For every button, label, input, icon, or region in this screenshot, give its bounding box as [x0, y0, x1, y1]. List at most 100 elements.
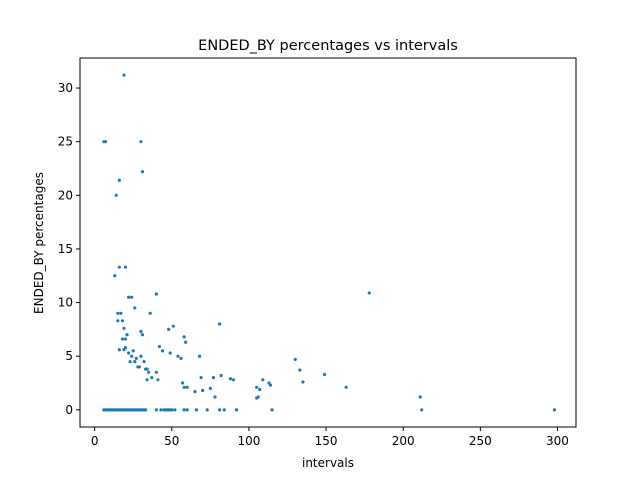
data-point [154, 370, 158, 374]
data-point [199, 376, 203, 380]
data-point [231, 378, 236, 382]
data-point [157, 344, 162, 349]
data-point [182, 385, 186, 389]
data-point [123, 337, 128, 341]
x-tick-label: 150 [315, 434, 338, 448]
data-point [117, 178, 121, 182]
data-point [182, 335, 186, 339]
data-point [133, 359, 137, 364]
data-point [122, 326, 126, 330]
data-point [293, 357, 297, 362]
data-point [261, 378, 265, 382]
y-axis-ticks: 0 5 10 15 20 25 30 [58, 81, 80, 417]
data-point [219, 373, 223, 378]
data-point [154, 408, 158, 412]
x-tick-label: 100 [237, 434, 260, 448]
x-axis-ticks: 0 50 100 150 200 250 300 [91, 427, 569, 448]
data-point [234, 408, 239, 412]
data-point [145, 367, 149, 371]
data-point [140, 170, 145, 174]
data-point [211, 376, 216, 380]
x-tick-label: 200 [392, 434, 415, 448]
data-point [420, 408, 424, 412]
data-point [179, 356, 183, 360]
data-point [145, 378, 149, 382]
data-point [134, 356, 138, 360]
data-point [143, 408, 148, 412]
y-tick-label: 20 [58, 188, 73, 202]
data-point [116, 311, 120, 315]
data-point [122, 348, 126, 352]
data-point [170, 408, 174, 412]
data-point [218, 322, 222, 326]
y-tick-label: 5 [65, 349, 73, 363]
data-point [167, 327, 171, 331]
data-point [185, 408, 189, 412]
y-axis-label: ENDED_BY percentages [32, 172, 46, 314]
data-point [160, 349, 165, 353]
data-point [156, 378, 160, 382]
data-point [176, 354, 180, 358]
y-tick-label: 0 [65, 403, 73, 417]
data-point [322, 372, 327, 377]
data-point [123, 265, 128, 269]
data-point [208, 386, 212, 390]
data-point [201, 388, 205, 393]
data-point [552, 408, 557, 412]
data-point [270, 408, 274, 412]
y-tick-label: 10 [58, 296, 73, 310]
plot-frame [79, 57, 577, 428]
data-point [213, 395, 217, 399]
data-point [122, 73, 126, 77]
x-tick-label: 50 [164, 434, 179, 448]
data-point [268, 383, 273, 387]
data-point [119, 311, 123, 315]
data-point [418, 395, 422, 399]
data-point [367, 291, 371, 295]
data-point [116, 319, 120, 323]
points-layer [102, 73, 557, 412]
data-point [139, 140, 143, 144]
data-point [125, 333, 129, 337]
data-point [298, 368, 302, 372]
chart-title: ENDED_BY percentages vs intervals [198, 38, 458, 54]
data-point [139, 354, 143, 358]
data-point [142, 359, 146, 364]
data-point [103, 140, 108, 144]
data-point [185, 385, 189, 389]
data-point [130, 295, 134, 299]
data-point [193, 390, 197, 394]
x-tick-label: 300 [546, 434, 569, 448]
y-tick-label: 25 [58, 135, 73, 149]
data-point [218, 408, 222, 412]
data-point [168, 351, 172, 355]
data-point [256, 395, 260, 399]
y-tick-label: 30 [58, 81, 73, 95]
data-point [159, 408, 163, 412]
data-point [184, 340, 188, 344]
data-point [258, 387, 262, 392]
x-tick-label: 250 [469, 434, 492, 448]
data-point [255, 385, 259, 389]
data-point [194, 408, 199, 412]
data-point [148, 311, 152, 315]
data-point [133, 306, 137, 310]
data-point [150, 376, 154, 380]
data-point [197, 354, 202, 358]
data-point [301, 380, 305, 384]
x-axis-label: intervals [302, 456, 354, 470]
data-point [222, 408, 226, 412]
data-point [180, 381, 185, 385]
data-point [140, 333, 145, 337]
x-tick-label: 0 [91, 434, 99, 448]
data-point [113, 274, 117, 278]
data-point [131, 349, 135, 353]
data-point [139, 329, 143, 334]
data-point [205, 408, 209, 412]
data-point [147, 370, 151, 374]
data-point [171, 324, 175, 328]
data-point [117, 348, 121, 352]
data-point [182, 408, 186, 412]
data-point [137, 365, 141, 369]
